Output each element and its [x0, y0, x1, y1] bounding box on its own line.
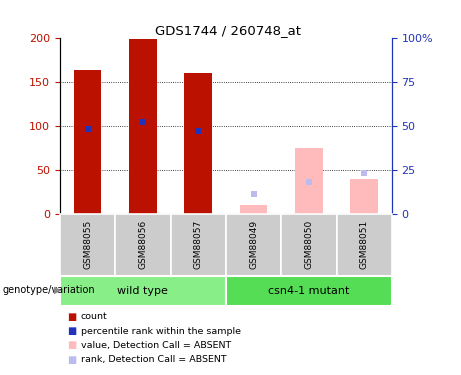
Bar [281, 214, 337, 276]
Text: wild type: wild type [118, 286, 168, 296]
Text: ▶: ▶ [54, 285, 61, 295]
Bar [184, 73, 212, 214]
Bar [171, 214, 226, 276]
Bar [295, 148, 323, 214]
Bar [240, 205, 267, 214]
Text: percentile rank within the sample: percentile rank within the sample [81, 327, 241, 336]
Text: GSM88056: GSM88056 [138, 220, 148, 269]
Bar [226, 214, 281, 276]
Text: GSM88051: GSM88051 [360, 220, 369, 269]
Text: GSM88049: GSM88049 [249, 220, 258, 269]
Bar [60, 214, 115, 276]
Text: rank, Detection Call = ABSENT: rank, Detection Call = ABSENT [81, 355, 226, 364]
Bar [129, 39, 157, 214]
Bar [74, 70, 101, 214]
Bar [60, 276, 226, 306]
Text: GSM88057: GSM88057 [194, 220, 203, 269]
Text: ■: ■ [67, 312, 76, 322]
Text: ■: ■ [67, 355, 76, 364]
Text: ■: ■ [67, 340, 76, 350]
Text: value, Detection Call = ABSENT: value, Detection Call = ABSENT [81, 341, 231, 350]
Text: genotype/variation: genotype/variation [2, 285, 95, 295]
Bar [226, 276, 392, 306]
Text: count: count [81, 312, 107, 321]
Bar [115, 214, 171, 276]
Bar [337, 214, 392, 276]
Text: GSM88050: GSM88050 [304, 220, 313, 269]
Text: csn4-1 mutant: csn4-1 mutant [268, 286, 349, 296]
Text: GDS1744 / 260748_at: GDS1744 / 260748_at [155, 24, 301, 38]
Bar [350, 178, 378, 214]
Text: GSM88055: GSM88055 [83, 220, 92, 269]
Text: ■: ■ [67, 326, 76, 336]
